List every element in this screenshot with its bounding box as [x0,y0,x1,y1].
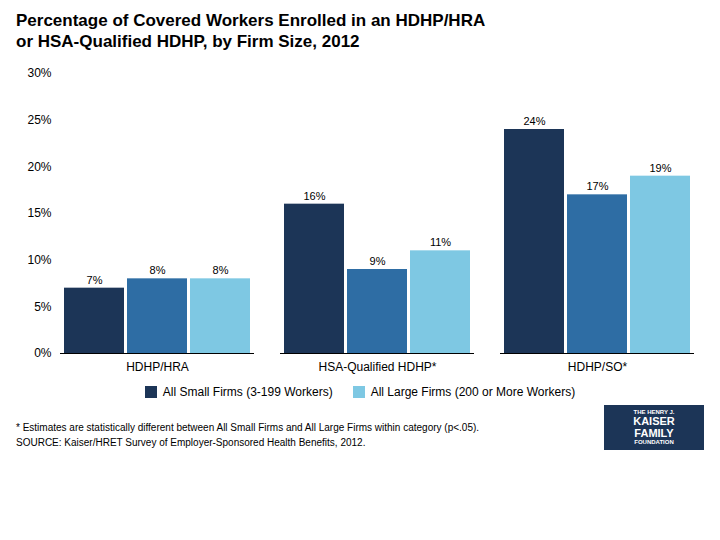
svg-text:HDHP/SO*: HDHP/SO* [568,360,628,374]
html-text:FOUNDATION: FOUNDATION [634,439,674,446]
svg-text:20%: 20% [27,159,51,173]
svg-text:19%: 19% [649,161,671,173]
svg-text:0%: 0% [34,346,52,360]
html-text:All Small Firms (3-199 Workers: All Small Firms (3-199 Workers) [162,384,333,399]
html-text:FAMILY: FAMILY [634,427,674,440]
svg-text:17%: 17% [586,180,608,192]
svg-text:7%: 7% [87,273,103,285]
html-text:THE HENRY J.: THE HENRY J. [633,408,675,415]
html-text:All Large Firms (200 or More W: All Large Firms (200 or More Workers) [370,384,576,399]
svg-text:30%: 30% [27,66,51,80]
html-text:* Estimates are statistically: * Estimates are statistically different … [16,421,480,433]
svg-text:10%: 10% [27,253,51,267]
svg-text:16%: 16% [303,189,325,201]
svg-text:8%: 8% [150,264,166,276]
svg-text:5%: 5% [34,299,52,313]
svg-text:25%: 25% [27,113,51,127]
svg-text:15%: 15% [27,206,51,220]
svg-text:HDHP/HRA: HDHP/HRA [126,360,189,374]
svg-text:24%: 24% [523,115,545,127]
html-text:SOURCE: Kaiser/HRET Survey of: SOURCE: Kaiser/HRET Survey of Employer-S… [16,436,366,448]
svg-text:9%: 9% [370,255,386,267]
svg-text:HSA-Qualified HDHP*: HSA-Qualified HDHP* [318,360,436,374]
svg-text:8%: 8% [213,264,229,276]
svg-text:11%: 11% [430,236,451,248]
html-text:Percentage of Covered Workers: Percentage of Covered Workers Enrolled i… [16,11,486,30]
html-text:KAISER: KAISER [633,415,675,428]
html-text:or HSA-Qualified HDHP, by Firm: or HSA-Qualified HDHP, by Firm Size, 201… [16,32,360,52]
